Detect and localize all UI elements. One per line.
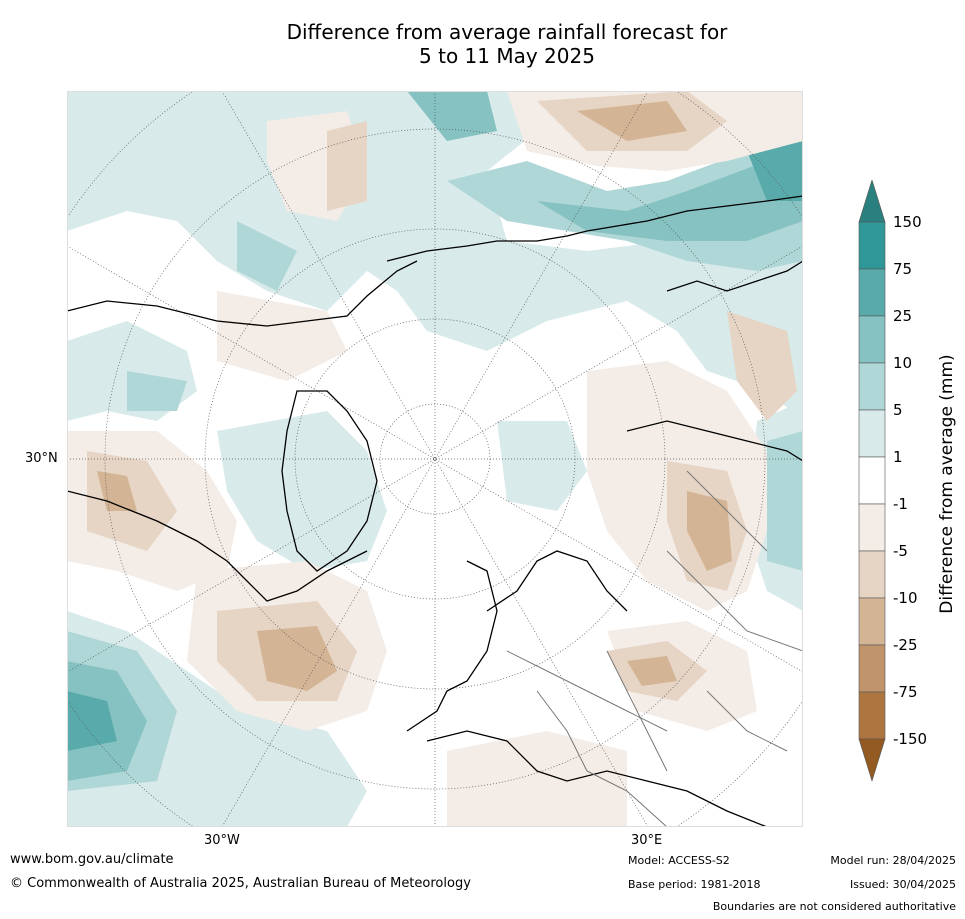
boundaries-disclaimer: Boundaries are not considered authoritat… bbox=[712, 900, 956, 913]
colorbar-band bbox=[858, 691, 886, 740]
colorbar-tick-label: -150 bbox=[893, 730, 928, 748]
lat-label-30n: 30°N bbox=[25, 451, 58, 466]
lon-label-30e: 30°E bbox=[631, 833, 663, 848]
colorbar-extend-bottom bbox=[858, 738, 886, 783]
colorbar-extend-top bbox=[858, 178, 886, 223]
lon-label-30w: 30°W bbox=[204, 833, 240, 848]
colorbar-tick-label: -10 bbox=[893, 589, 918, 607]
colorbar-band bbox=[858, 221, 886, 270]
copyright-text: © Commonwealth of Australia 2025, Austra… bbox=[10, 876, 471, 891]
website-link[interactable]: www.bom.gov.au/climate bbox=[10, 852, 174, 867]
chart-title: Difference from average rainfall forecas… bbox=[0, 20, 965, 68]
colorbar-band bbox=[858, 268, 886, 317]
colorbar-tick-label: 75 bbox=[893, 260, 913, 278]
graticule bbox=[67, 91, 803, 827]
colorbar-tick-label: -25 bbox=[893, 636, 918, 654]
colorbar-band bbox=[858, 362, 886, 411]
colorbar-band bbox=[858, 315, 886, 364]
colorbar-tick-label: -1 bbox=[893, 495, 908, 513]
colorbar-band bbox=[858, 409, 886, 458]
polar-map[interactable] bbox=[67, 91, 803, 827]
colorbar-band bbox=[858, 503, 886, 552]
colorbar-tick-label: 10 bbox=[893, 354, 913, 372]
colorbar-band bbox=[858, 597, 886, 646]
model-name: Model: ACCESS-S2 bbox=[628, 854, 730, 867]
country-borders bbox=[506, 470, 803, 827]
colorbar bbox=[855, 178, 889, 786]
map-canvas bbox=[67, 91, 803, 827]
dry-anomaly-areas bbox=[67, 91, 803, 827]
title-line-1: Difference from average rainfall forecas… bbox=[286, 20, 728, 44]
colorbar-svg bbox=[858, 178, 886, 783]
colorbar-band bbox=[858, 550, 886, 599]
colorbar-band bbox=[858, 456, 886, 505]
colorbar-title: Difference from average (mm) bbox=[937, 354, 957, 614]
colorbar-tick-label: 5 bbox=[893, 401, 903, 419]
colorbar-tick-label: -5 bbox=[893, 542, 908, 560]
issued-date: Issued: 30/04/2025 bbox=[849, 878, 956, 891]
colorbar-tick-label: 25 bbox=[893, 307, 913, 325]
base-period: Base period: 1981-2018 bbox=[628, 878, 761, 891]
title-line-2: 5 to 11 May 2025 bbox=[419, 44, 595, 68]
colorbar-tick-label: 1 bbox=[893, 448, 903, 466]
model-run-date: Model run: 28/04/2025 bbox=[830, 854, 956, 867]
colorbar-tick-label: 150 bbox=[893, 213, 922, 231]
colorbar-band bbox=[858, 644, 886, 693]
coastlines bbox=[67, 195, 803, 827]
colorbar-tick-label: -75 bbox=[893, 683, 918, 701]
